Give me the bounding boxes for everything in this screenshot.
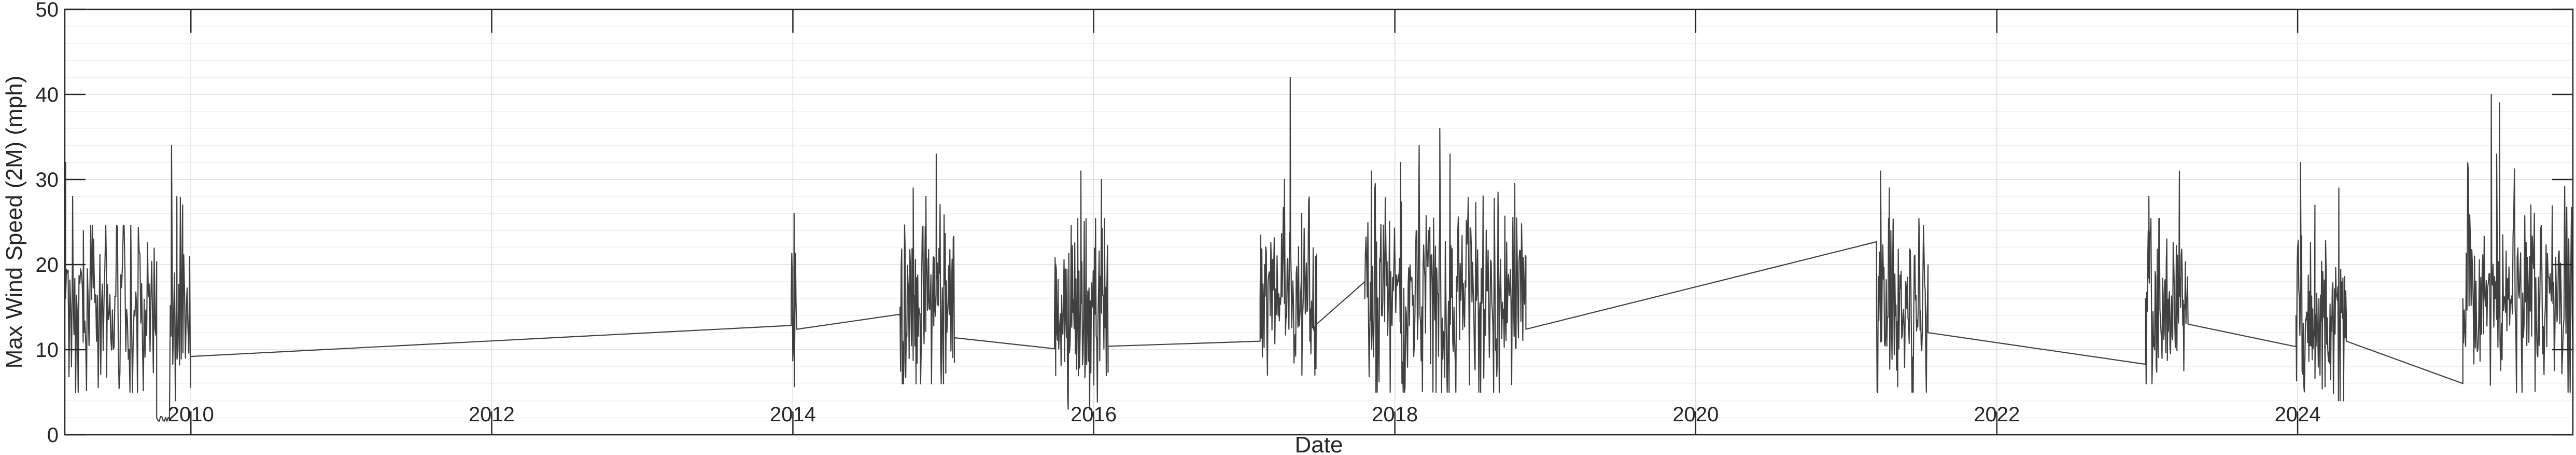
y-axis-label: Max Wind Speed (2M) (mph) <box>2 76 27 369</box>
minor-grid <box>65 26 2573 418</box>
x-axis-label: Date <box>1295 432 1343 455</box>
data-layer <box>64 77 2574 422</box>
y-tick-label: 10 <box>36 339 59 362</box>
plot-area <box>65 9 2573 435</box>
y-tick-label: 40 <box>36 84 59 106</box>
labels-layer: 0 10 20 30 40 50 2010 2012 2014 2016 2018 2020 2022 2… <box>36 0 2321 447</box>
x-tick-label: 2012 <box>469 403 515 426</box>
x-tick-label: 2016 <box>1071 403 1117 426</box>
y-tick-label: 50 <box>36 0 59 21</box>
y-tick-label: 30 <box>36 169 59 191</box>
x-tick-label: 2018 <box>1372 403 1418 426</box>
x-tick-label: 2010 <box>168 403 214 426</box>
x-tick-label: 2020 <box>1672 403 1719 426</box>
x-tick-label: 2014 <box>770 403 816 426</box>
y-tick-label: 0 <box>47 424 59 447</box>
y-tick-label: 20 <box>36 254 59 277</box>
x-tick-label: 2024 <box>2275 403 2321 426</box>
plot-frame <box>64 8 2574 436</box>
ticks-layer <box>65 8 2573 436</box>
x-tick-label: 2022 <box>1974 403 2020 426</box>
series-line <box>64 77 2574 422</box>
